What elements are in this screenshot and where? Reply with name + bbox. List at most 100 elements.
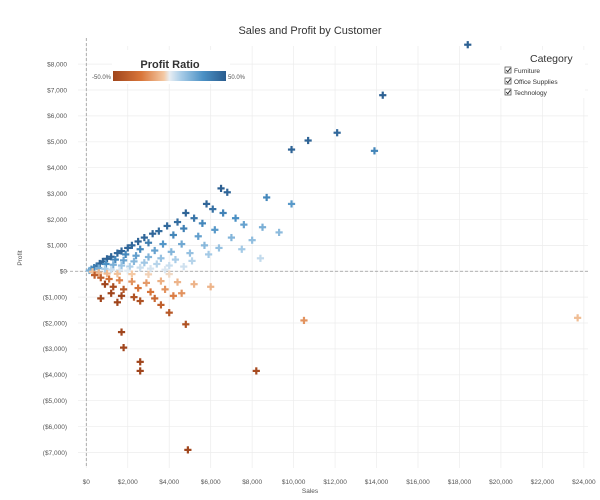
data-point	[103, 269, 111, 278]
data-point	[149, 230, 157, 238]
data-point	[128, 241, 136, 249]
data-point	[109, 283, 117, 291]
data-point	[304, 136, 312, 145]
data-point	[115, 276, 124, 284]
x-tick-label: $0	[83, 479, 91, 486]
x-tick-label: $12,000	[323, 479, 347, 486]
data-point	[165, 309, 173, 317]
data-point	[163, 222, 171, 230]
data-point	[215, 244, 223, 252]
data-point	[464, 41, 472, 49]
data-point	[113, 298, 121, 306]
y-tick-label: $8,000	[47, 61, 67, 68]
data-point	[188, 257, 196, 265]
data-point	[107, 253, 115, 261]
data-point	[124, 267, 132, 275]
data-point	[379, 91, 387, 99]
data-point	[219, 209, 227, 217]
category-item-furniture[interactable]: Furniture	[504, 66, 540, 75]
data-point	[169, 292, 177, 300]
y-tick-label: $0	[60, 269, 68, 276]
y-axis-label: Profit	[17, 250, 24, 265]
y-tick-label: ($1,000)	[43, 294, 67, 301]
data-point	[180, 224, 188, 233]
y-tick-label: ($6,000)	[43, 424, 67, 431]
category-item-technology[interactable]: Technology	[504, 88, 548, 97]
y-tick-label: $4,000	[47, 165, 67, 172]
technology-checkbox[interactable]	[504, 88, 512, 96]
data-point	[180, 262, 188, 271]
data-point	[167, 248, 175, 256]
data-point	[223, 188, 231, 196]
data-point	[146, 265, 155, 273]
data-point	[231, 214, 240, 222]
data-point	[120, 256, 128, 264]
data-point	[120, 285, 128, 293]
data-point	[146, 288, 155, 296]
x-tick-label: $2,000	[118, 479, 138, 486]
profit-ratio-min-label: -50.0%	[92, 75, 112, 81]
profit-ratio-legend-title: Profit Ratio	[140, 59, 200, 71]
y-tick-label: ($5,000)	[43, 398, 67, 405]
data-point	[113, 249, 121, 257]
data-point	[161, 266, 169, 274]
data-point	[263, 193, 271, 202]
data-point	[252, 367, 260, 375]
y-axis-ticks: $8,000 $7,000 $6,000 $5,000 $4,000 $3,000 $2,0…	[43, 61, 68, 456]
data-point	[117, 292, 126, 300]
y-tick-label: $1,000	[47, 243, 67, 250]
data-point	[186, 249, 194, 257]
data-point	[153, 260, 161, 268]
data-point	[190, 280, 198, 288]
data-point	[184, 446, 192, 454]
data-point	[151, 246, 159, 255]
data-point	[169, 231, 177, 239]
furniture-checkbox[interactable]	[504, 66, 512, 74]
data-point	[182, 320, 190, 328]
check-icon	[505, 78, 511, 84]
office-supplies-checkbox[interactable]	[504, 77, 512, 85]
data-point	[90, 271, 99, 279]
data-point	[287, 200, 296, 208]
data-point	[126, 262, 134, 271]
data-point	[173, 278, 182, 286]
data-point	[97, 274, 105, 282]
data-point	[202, 200, 211, 208]
x-tick-label: $14,000	[365, 479, 389, 486]
y-tick-label: $2,000	[47, 217, 67, 224]
category-legend[interactable]: Category Furniture Office Supplies Techn…	[500, 50, 585, 98]
data-point	[134, 284, 142, 292]
data-point	[194, 232, 202, 240]
y-tick-label: $6,000	[47, 113, 67, 120]
data-point	[107, 289, 115, 297]
data-point	[130, 257, 138, 266]
data-point	[157, 301, 165, 309]
profit-ratio-legend[interactable]: Profit Ratio -50.0% 50.0%	[92, 50, 246, 84]
x-tick-label: $18,000	[448, 479, 472, 486]
data-point	[178, 240, 186, 248]
data-point	[109, 261, 117, 269]
data-point	[144, 253, 153, 261]
x-axis-ticks: $0 $2,000 $4,000 $6,000 $8,000 $10,000 $12,000…	[83, 479, 596, 486]
data-point	[142, 279, 151, 287]
data-point	[287, 145, 296, 154]
y-tick-label: $7,000	[47, 87, 67, 94]
y-tick-label: ($2,000)	[43, 320, 67, 327]
data-point	[165, 270, 173, 278]
data-point	[173, 218, 182, 226]
category-legend-title: Category	[530, 53, 573, 65]
data-point	[115, 266, 124, 274]
data-points	[85, 41, 582, 454]
data-point	[124, 244, 132, 252]
data-point	[198, 219, 206, 227]
data-point	[238, 245, 246, 253]
data-point	[209, 205, 217, 213]
data-point	[136, 245, 144, 253]
data-point	[157, 277, 165, 285]
data-point	[155, 227, 163, 235]
data-point	[130, 293, 138, 301]
data-point	[190, 214, 198, 222]
category-item-office-supplies[interactable]: Office Supplies	[504, 77, 558, 86]
data-point	[117, 328, 126, 336]
data-point	[117, 247, 126, 255]
